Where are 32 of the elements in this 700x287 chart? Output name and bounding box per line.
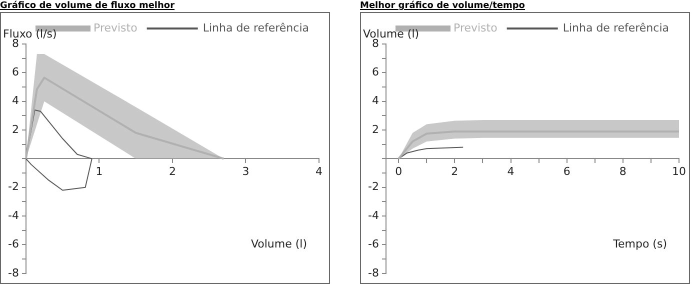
legend-label: Linha de referência [562,21,670,34]
y-tick-label: -8 [368,266,379,280]
y-tick-label: 4 [12,94,19,108]
legend-label: Previsto [454,21,498,34]
x-tick-label: 6 [563,165,570,178]
legend-label: Previsto [94,21,138,34]
legend-label: Linha de referência [202,21,310,34]
y-tick-label: -4 [368,208,379,222]
x-tick-label: 0 [395,165,402,178]
y-tick-label: -4 [8,208,19,222]
x-axis-title: Tempo (s) [612,238,667,251]
x-tick-label: 2 [168,165,176,178]
x-tick-label: 1 [96,165,103,178]
x-tick-label: 4 [507,165,514,178]
y-tick-label: -6 [8,238,19,251]
x-axis-title: Volume (l) [250,238,307,251]
x-tick-label: 3 [242,165,250,178]
y-tick-label: -2 [8,180,19,194]
y-tick-label: 6 [12,66,19,79]
y-tick-label: 2 [372,122,379,136]
y-tick-label: 2 [12,122,19,136]
x-tick-label: 4 [316,165,322,178]
y-tick-label: 4 [372,94,379,108]
x-tick-label: 2 [451,165,458,178]
chart-title: Gráfico de volume de fluxo melhor [0,0,176,12]
x-tick-label: 8 [619,165,626,178]
x-tick-label: 10 [672,165,686,178]
y-tick-label: -2 [368,180,379,194]
chart-title: Melhor gráfico de volume/tempo [360,0,526,12]
y-tick-label: -8 [8,266,19,280]
y-tick-label: 6 [372,66,379,79]
y-tick-label: -6 [368,238,379,251]
